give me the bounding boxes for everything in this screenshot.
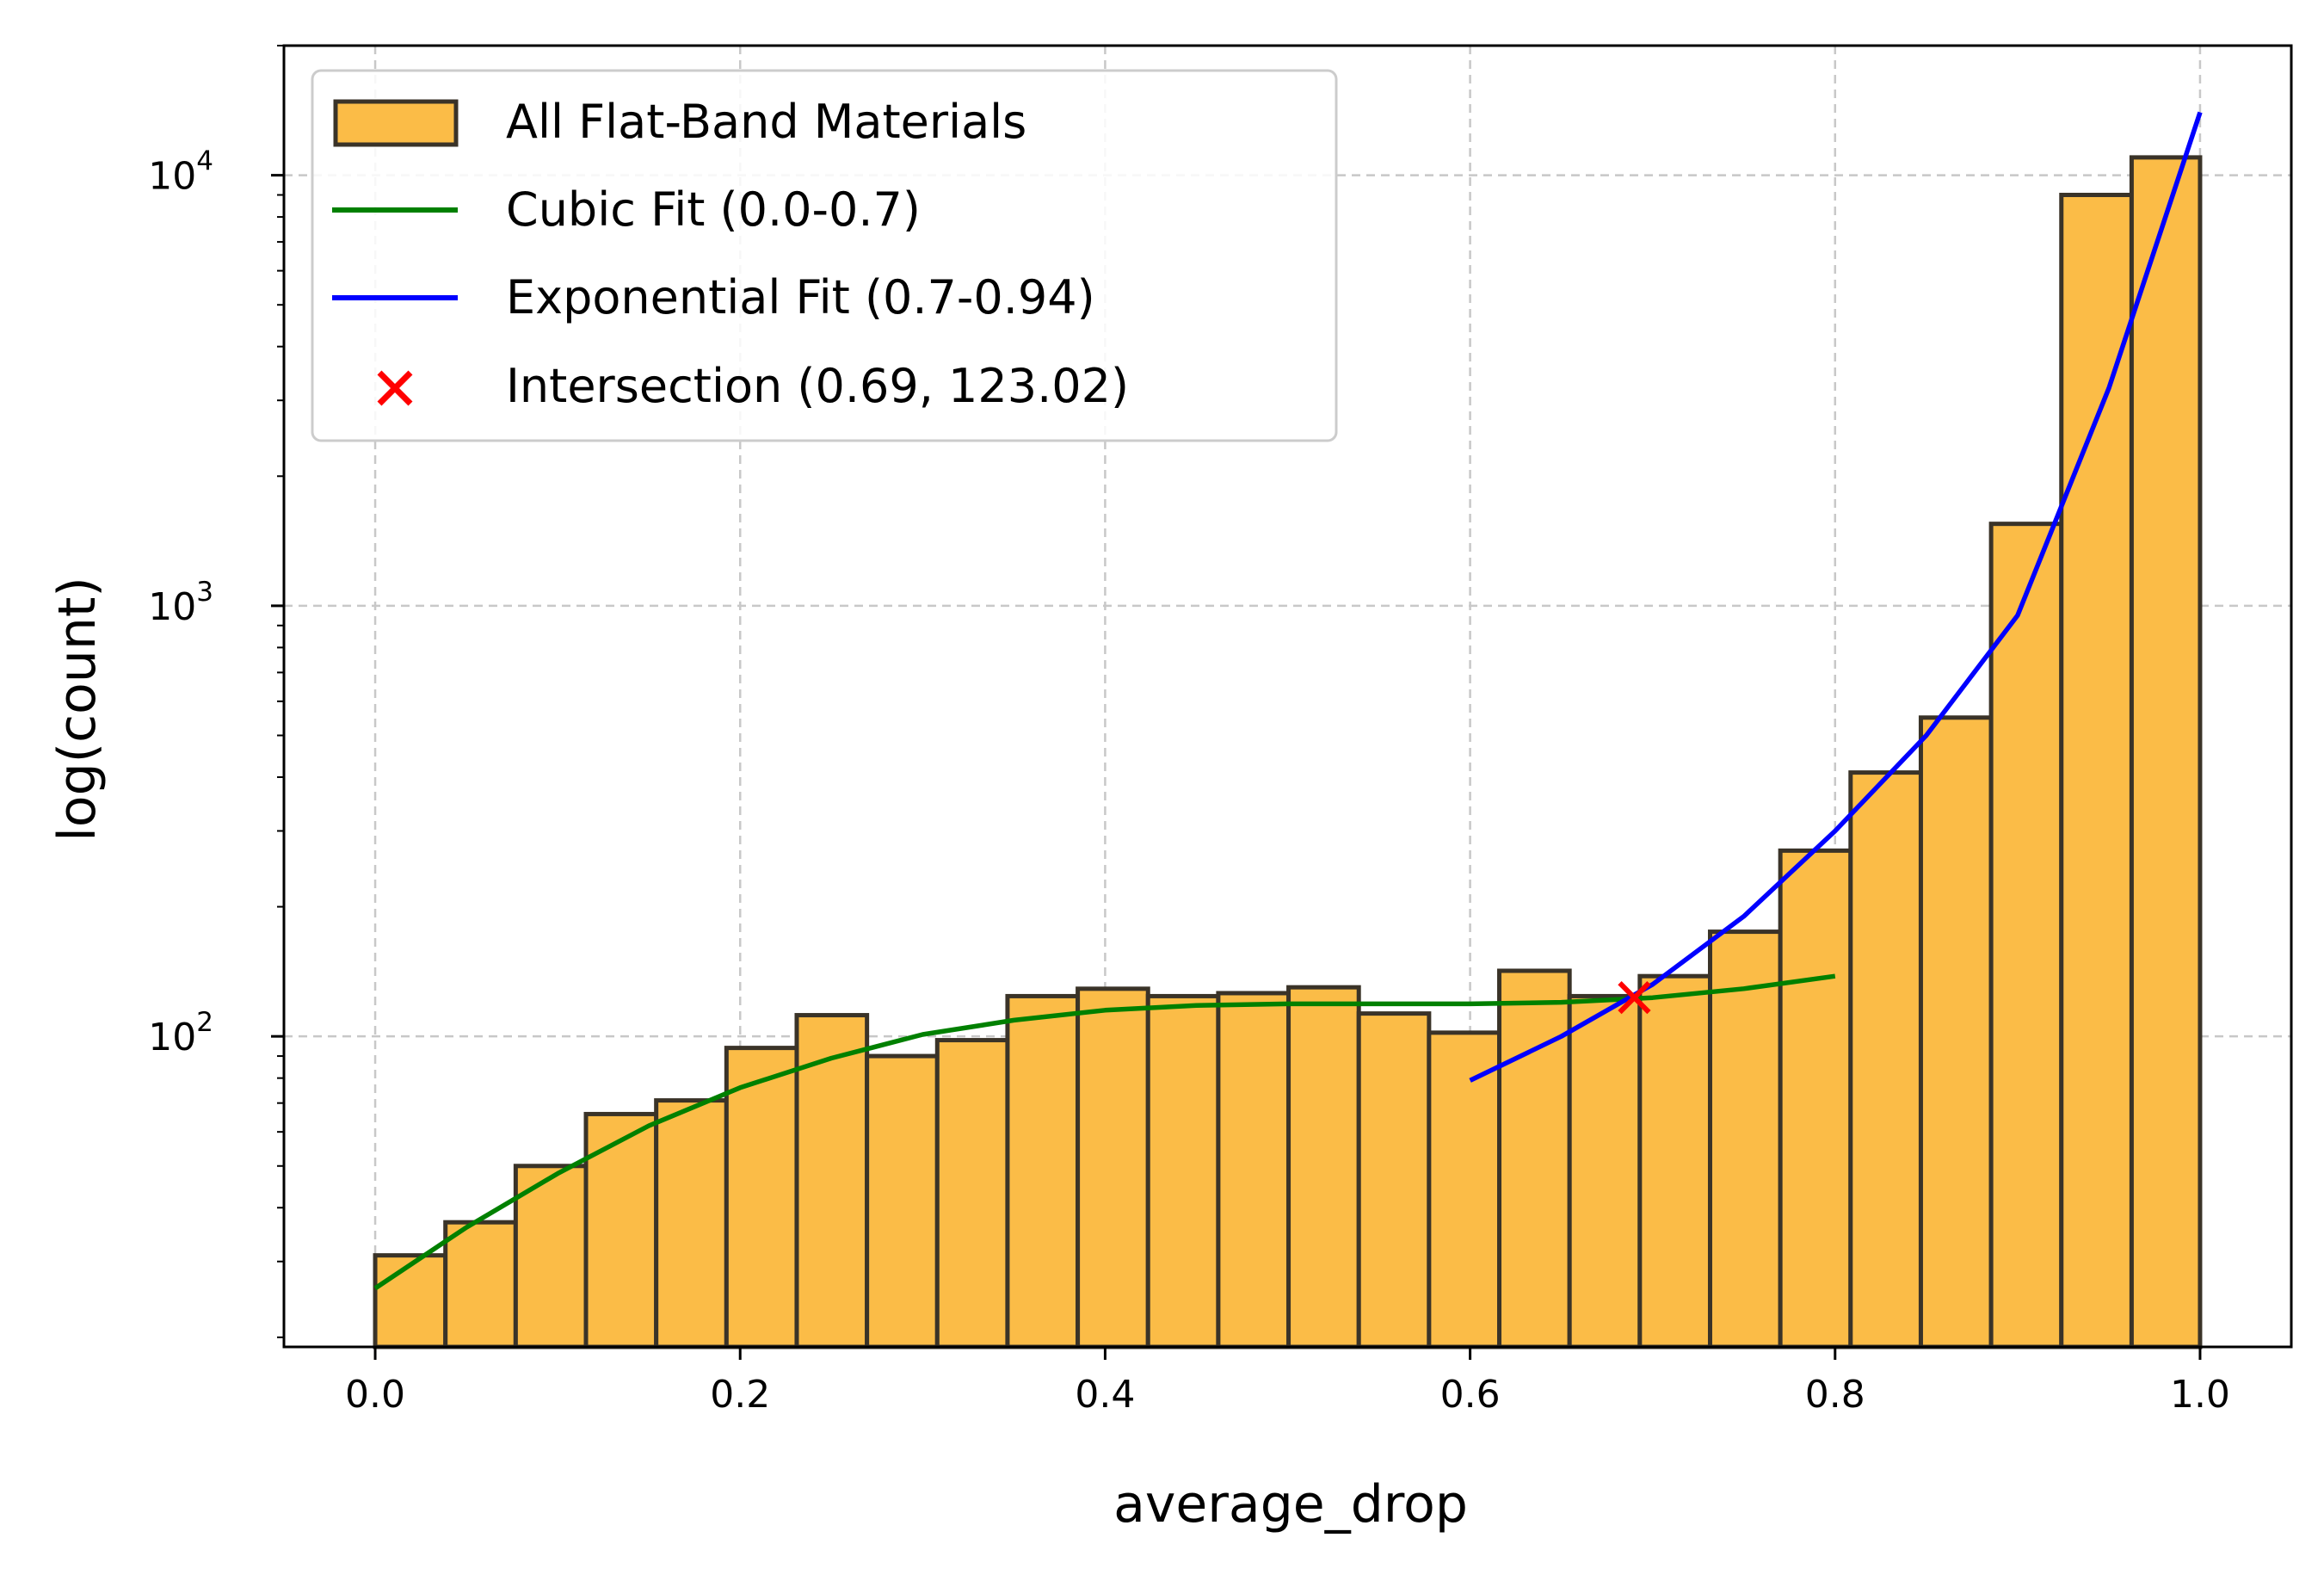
histogram-bar — [1076, 986, 1150, 1349]
histogram-bar — [2059, 192, 2134, 1349]
histogram-bar — [2129, 155, 2203, 1349]
cubic-fit-line — [373, 973, 1836, 1291]
histogram-bar — [934, 1038, 1010, 1349]
legend-label-exponential: Exponential Fit (0.7-0.94) — [506, 270, 1095, 324]
x-axis-title: average_drop — [1113, 1474, 1468, 1535]
histogram-bar — [1427, 1030, 1502, 1349]
x-tick-label: 0.6 — [1440, 1373, 1501, 1417]
y-tick-label: 102 — [148, 1007, 213, 1059]
exponential-fit-line — [1469, 111, 2203, 1083]
histogram-bar — [1356, 1011, 1432, 1349]
x-tick-label: 0.2 — [710, 1373, 770, 1417]
legend-swatch-intersection — [377, 370, 413, 406]
histogram-bar — [1918, 715, 1994, 1349]
histogram-bar — [1988, 522, 2064, 1349]
histogram-bar — [1707, 929, 1783, 1349]
x-tick-label: 1.0 — [2170, 1373, 2230, 1417]
histogram-bar — [1216, 991, 1291, 1349]
histogram-bar — [583, 1111, 659, 1349]
histogram-bar — [1005, 993, 1081, 1349]
axis-ticks: 0.0 0.2 0.4 0.6 0.8 1.0 102 103 104 — [148, 45, 2230, 1417]
histogram-bar — [865, 1053, 940, 1349]
histogram-bar — [1286, 985, 1361, 1349]
legend-label-intersection: Intersection (0.69, 123.02) — [506, 359, 1129, 413]
histogram-bar — [1778, 848, 1853, 1349]
histogram-bar — [1848, 770, 1923, 1349]
plot-frame — [282, 44, 2293, 1349]
histogram-bar — [1497, 968, 1572, 1349]
legend-label-cubic: Cubic Fit (0.0-0.7) — [506, 182, 921, 237]
y-tick-label: 103 — [148, 577, 213, 629]
intersection-point — [1618, 981, 1651, 1015]
histogram-bar — [1145, 993, 1221, 1349]
legend-swatch-histogram — [333, 99, 459, 147]
x-tick-label: 0.0 — [345, 1373, 405, 1417]
y-axis-title: log(count) — [47, 577, 108, 842]
intersection-marker — [1618, 981, 1651, 1015]
legend-label-histogram: All Flat-Band Materials — [506, 95, 1026, 149]
histogram-bar — [373, 1253, 448, 1349]
legend-box — [311, 69, 1338, 442]
legend: All Flat-Band Materials Cubic Fit (0.0-0… — [311, 69, 1338, 442]
histogram-bar — [794, 1013, 870, 1349]
histogram-bars — [373, 155, 2203, 1349]
y-tick-label: 104 — [148, 146, 213, 199]
x-tick-label: 0.8 — [1805, 1373, 1865, 1417]
fit-lines — [373, 111, 2203, 1291]
histogram-bar — [1637, 973, 1712, 1349]
histogram-bar — [724, 1046, 799, 1349]
histogram-bar — [654, 1098, 729, 1349]
histogram-bar — [443, 1220, 518, 1349]
x-tick-label: 0.4 — [1075, 1373, 1135, 1417]
histogram-bar — [1567, 993, 1643, 1349]
